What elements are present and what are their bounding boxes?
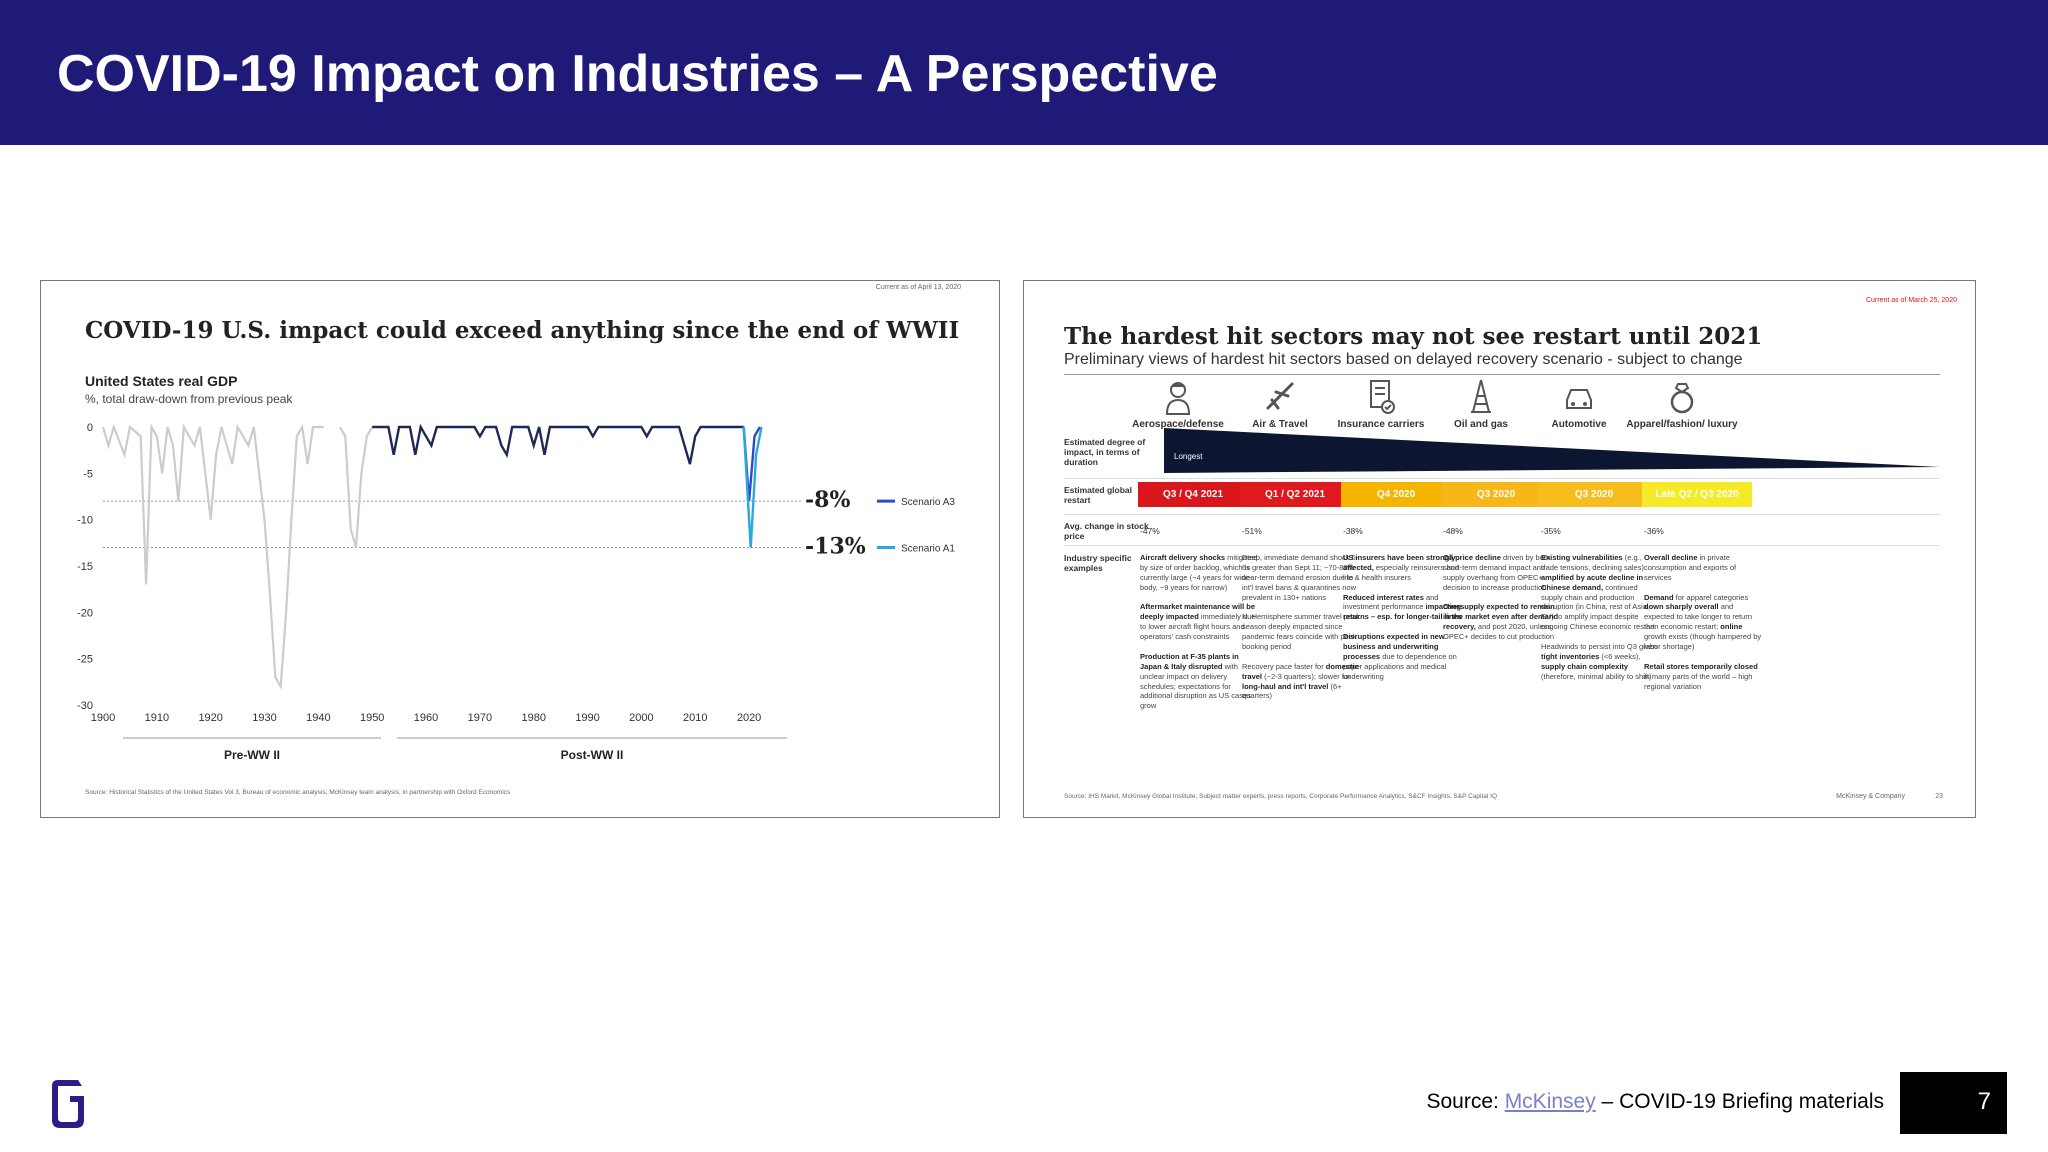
mckinsey-brand: McKinsey & Company: [1836, 793, 1905, 800]
gdp-source-note: Source: Historical Statistics of the Uni…: [85, 789, 511, 796]
soldier-icon: [1165, 382, 1191, 415]
x-tick-label: 1920: [198, 712, 222, 724]
sector-header: Aerospace/defense: [1113, 378, 1243, 431]
y-tick-label: -10: [77, 515, 93, 527]
page-number-box: 7: [1900, 1072, 2007, 1134]
period-label-pre: Pre-WW II: [224, 748, 280, 762]
sector-header: Apparel/fashion/ luxury: [1617, 378, 1747, 431]
stock-change: -51%: [1242, 526, 1262, 536]
restart-badge: Late Q2 / Q3 2020: [1642, 482, 1752, 507]
y-tick-label: -5: [83, 468, 93, 480]
industry-example-text: Oil price decline driven by both short-t…: [1443, 553, 1559, 642]
source-citation: Source: McKinsey – COVID-19 Briefing mat…: [1426, 1090, 1884, 1114]
series-line-post-ww-ii: [372, 423, 744, 465]
series-line-pre-ww-ii: [101, 423, 324, 691]
current-as-of-note: Current as of March 25, 2020: [1865, 297, 1957, 304]
series-line-scenario-a1: [742, 426, 763, 548]
source-prefix: Source:: [1426, 1090, 1505, 1113]
y-tick-label: -30: [77, 700, 93, 712]
x-tick-label: 1930: [252, 712, 276, 724]
industry-example-text: US insurers have been strongly affected,…: [1343, 553, 1462, 681]
sector-name: Oil and gas: [1454, 419, 1508, 430]
x-tick-label: 1980: [521, 712, 545, 724]
gdp-chart-unit: %, total draw-down from previous peak: [85, 392, 293, 406]
x-tick-label: 1960: [414, 712, 438, 724]
title-bar: COVID-19 Impact on Industries – A Perspe…: [0, 0, 2048, 145]
sector-header: Air & Travel: [1215, 378, 1345, 431]
restart-badge: Q3 2020: [1539, 482, 1649, 507]
divider: [1064, 374, 1940, 375]
stock-change: -48%: [1443, 526, 1463, 536]
sector-name: Aerospace/defense: [1132, 419, 1224, 430]
gdp-chart-title: COVID-19 U.S. impact could exceed anythi…: [85, 317, 960, 344]
divider: [1064, 478, 1940, 479]
sectors-title: The hardest hit sectors may not see rest…: [1064, 323, 1763, 350]
divider: [1064, 545, 1940, 546]
gdp-chart-subtitle: United States real GDP: [85, 373, 238, 389]
mckinsey-link[interactable]: McKinsey: [1504, 1090, 1596, 1113]
stock-change: -38%: [1343, 526, 1363, 536]
current-as-of-note: Current as of April 13, 2020: [875, 284, 961, 291]
car-icon: [1566, 389, 1592, 409]
stock-change: -47%: [1140, 526, 1160, 536]
industry-example-text: Existing vulnerabilities (e.g., trade te…: [1541, 553, 1657, 681]
sector-header: Automotive: [1514, 378, 1644, 431]
wedge-label: Longest: [1174, 452, 1203, 461]
restart-badge: Q3 2020: [1441, 482, 1551, 507]
stock-change: -35%: [1541, 526, 1561, 536]
source-suffix: – COVID-19 Briefing materials: [1595, 1090, 1884, 1113]
gdp-chart-panel: Current as of April 13, 2020 COVID-19 U.…: [40, 280, 1000, 818]
sectors-table-panel: Current as of March 25, 2020 The hardest…: [1023, 280, 1976, 818]
divider: [1064, 514, 1940, 515]
x-tick-label: 2020: [737, 712, 761, 724]
sectors-subtitle: Preliminary views of hardest hit sectors…: [1064, 351, 1743, 368]
y-tick-label: -15: [77, 561, 93, 573]
row-label-restart: Estimated global restart: [1064, 485, 1133, 506]
industry-example-text: Deep, immediate demand shock 5-6x greate…: [1242, 553, 1360, 701]
scenario-value: -8%: [805, 487, 850, 513]
restart-badge: Q4 2020: [1341, 482, 1451, 507]
scenario-value: -13%: [805, 533, 866, 559]
series-line-ww-ii-demob: [338, 426, 374, 548]
slide-title: COVID-19 Impact on Industries – A Perspe…: [57, 45, 1218, 103]
sectors-source-note: Source: IHS Markit, McKinsey Global Inst…: [1064, 793, 1498, 800]
scenario-legend-label: Scenario A3: [901, 497, 955, 508]
x-tick-label: 2000: [629, 712, 653, 724]
x-tick-label: 1990: [575, 712, 599, 724]
sector-header: Oil and gas: [1416, 378, 1546, 431]
restart-badge: Q3 / Q4 2021: [1138, 482, 1248, 507]
y-tick-label: -20: [77, 607, 93, 619]
page-number: 7: [1977, 1088, 1991, 1115]
inner-slide-number: 23: [1935, 793, 1943, 800]
airplane-icon: [1266, 382, 1294, 410]
x-tick-label: 1900: [91, 712, 115, 724]
x-tick-label: 1910: [145, 712, 169, 724]
sector-name: Automotive: [1551, 419, 1607, 430]
stock-change: -36%: [1644, 526, 1664, 536]
row-label-examples: Industry specific examples: [1064, 553, 1132, 574]
industry-example-text: Overall decline in private consumption a…: [1644, 553, 1762, 691]
x-tick-label: 1950: [360, 712, 384, 724]
company-logo: [52, 1080, 84, 1128]
scenario-legend-label: Scenario A1: [901, 543, 955, 554]
y-tick-label: 0: [87, 422, 93, 434]
row-label-impact: Estimated degree of impact, in terms of …: [1064, 437, 1146, 468]
oil-rig-icon: [1471, 379, 1491, 413]
sector-name: Apparel/fashion/ luxury: [1626, 419, 1738, 430]
document-check-icon: [1370, 380, 1395, 414]
ring-icon: [1670, 383, 1694, 414]
sector-name: Insurance carriers: [1337, 419, 1425, 430]
x-tick-label: 2010: [683, 712, 707, 724]
x-tick-label: 1940: [306, 712, 330, 724]
y-tick-label: -25: [77, 654, 93, 666]
industry-example-text: Aircraft delivery shocks mitigated by si…: [1140, 553, 1258, 711]
row-label-stock: Avg. change in stock price: [1064, 521, 1149, 542]
x-tick-label: 1970: [468, 712, 492, 724]
sector-header: Insurance carriers: [1316, 378, 1446, 431]
sector-name: Air & Travel: [1252, 419, 1308, 430]
period-label-post: Post-WW II: [561, 748, 624, 762]
restart-badge: Q1 / Q2 2021: [1240, 482, 1350, 507]
impact-duration-wedge: Longest: [1164, 428, 1940, 473]
